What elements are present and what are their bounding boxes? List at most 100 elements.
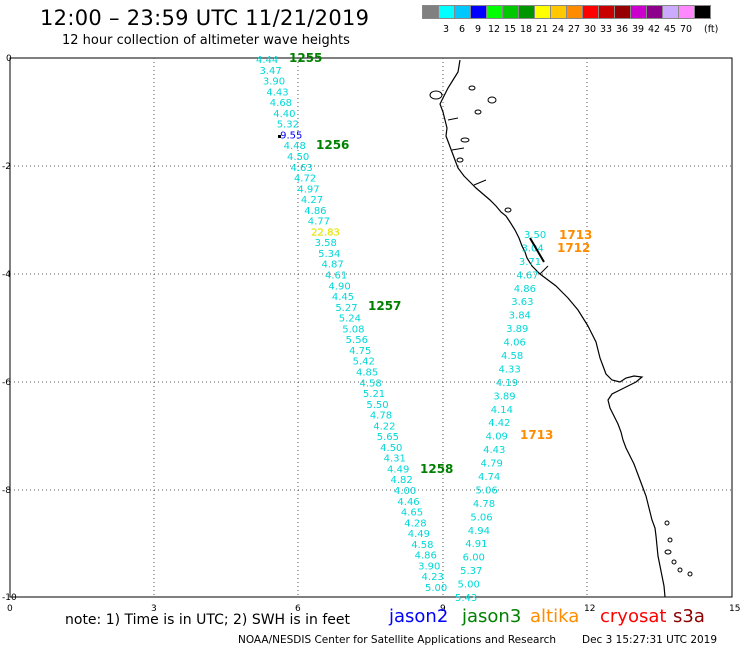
wave-height-label: 3.50 [524, 230, 546, 241]
colorbar-tick-label: 6 [458, 24, 466, 35]
wave-height-label: 5.27 [335, 303, 357, 314]
wave-height-label: 4.44 [256, 55, 278, 66]
wave-height-label: 4.74 [478, 472, 500, 483]
wave-height-label: 4.27 [301, 195, 323, 206]
pass-id-label: 1257 [368, 299, 401, 313]
track-marker [529, 237, 545, 263]
wave-height-label: 4.97 [297, 184, 319, 195]
island [664, 549, 672, 555]
wave-height-label: 3.89 [506, 324, 528, 335]
wave-height-label: 4.90 [328, 281, 350, 292]
wave-height-label: 3.47 [259, 66, 281, 77]
wave-height-label: 5.34 [318, 249, 340, 260]
x-axis-label: 15 [729, 604, 740, 614]
map-frame [9, 57, 733, 598]
wave-height-label: 5.65 [377, 432, 399, 443]
wave-height-label: 22.83 [311, 227, 340, 238]
wave-height-label: 4.28 [404, 518, 426, 529]
wave-height-label: 4.49 [387, 464, 409, 475]
island [504, 207, 512, 213]
wave-height-label: 4.94 [468, 526, 490, 537]
wave-height-label: 4.49 [408, 529, 430, 540]
wave-height-label: 4.58 [411, 540, 433, 551]
y-axis-label: -10 [2, 593, 17, 603]
wave-height-label: 3.58 [315, 238, 337, 249]
island [460, 137, 470, 143]
wave-height-label: 5.42 [353, 357, 375, 368]
wave-height-label: 4.40 [273, 109, 295, 120]
colorbar-tick-label: 24 [551, 24, 565, 35]
wave-height-label: 4.67 [516, 270, 538, 281]
coastline [439, 59, 666, 598]
y-axis-label: -4 [2, 270, 11, 280]
wave-height-label: 4.85 [356, 367, 378, 378]
x-axis-label: 0 [7, 604, 13, 614]
wave-height-label: 4.09 [486, 432, 508, 443]
wave-height-label: 3.71 [519, 257, 541, 268]
wave-height-label: 4.50 [287, 152, 309, 163]
satellite-legend-jason3: jason3 [462, 606, 522, 627]
x-axis-label: 9 [440, 604, 446, 614]
colorbar-tick-label: 45 [663, 24, 677, 35]
wave-height-label: 3.84 [509, 311, 531, 322]
wave-height-label: 9.55 [280, 130, 302, 141]
colorbar-tick-label: 12 [487, 24, 501, 35]
wave-height-label: 5.24 [339, 314, 361, 325]
wave-height-label: 4.33 [498, 364, 520, 375]
y-axis-label: 0 [6, 54, 12, 64]
wave-height-label: 4.61 [325, 271, 347, 282]
wave-height-label: 5.00 [458, 580, 480, 591]
wave-height-label: 4.91 [465, 539, 487, 550]
wave-height-label: 4.43 [266, 87, 288, 98]
island [474, 109, 482, 115]
wave-height-label: 4.75 [349, 346, 371, 357]
island [667, 537, 673, 543]
colorbar-unit: (ft) [704, 24, 719, 35]
wave-height-label: 5.50 [366, 400, 388, 411]
wave-height-label: 4.43 [483, 445, 505, 456]
pass-id-label: 1258 [420, 462, 453, 476]
wave-height-label: 3.89 [493, 391, 515, 402]
colorbar-tick-label: 21 [535, 24, 549, 35]
satellite-legend-jason2: jason2 [389, 606, 449, 627]
x-axis-label: 3 [151, 604, 157, 614]
island [687, 571, 693, 577]
satellite-legend-altika: altika [530, 606, 580, 627]
satellite-legend-cryosat: cryosat [600, 606, 667, 627]
wave-height-label: 5.00 [425, 583, 447, 594]
island [664, 520, 670, 526]
wave-height-label: 4.68 [270, 98, 292, 109]
wave-height-label: 4.22 [373, 421, 395, 432]
wave-height-label: 4.48 [284, 141, 306, 152]
pass-id-label: 1713 [520, 428, 553, 442]
wave-height-label: 4.87 [322, 260, 344, 271]
wave-height-label: 3.90 [263, 77, 285, 88]
island [487, 96, 497, 104]
wave-height-label: 4.79 [481, 459, 503, 470]
wave-height-label: 5.32 [277, 120, 299, 131]
pass-id-label: 1713 [559, 228, 592, 242]
coast-inlet [447, 117, 549, 275]
wave-height-label: 4.65 [401, 508, 423, 519]
wave-height-label: 4.50 [380, 443, 402, 454]
colorbar-swatch [694, 5, 711, 19]
wave-height-label: 4.31 [384, 454, 406, 465]
wave-height-label: 5.56 [346, 335, 368, 346]
track-marker [278, 135, 281, 138]
credit-date: Dec 3 15:27:31 UTC 2019 [582, 634, 718, 646]
wave-height-label: 4.46 [397, 497, 419, 508]
colorbar-tick-label: 36 [615, 24, 629, 35]
wave-height-label: 6.00 [463, 553, 485, 564]
colorbar-tick-label: 9 [474, 24, 482, 35]
wave-height-label: 4.58 [501, 351, 523, 362]
wave-height-label: 4.14 [491, 405, 513, 416]
wave-height-label: 4.19 [496, 378, 518, 389]
island [429, 90, 443, 100]
island [456, 157, 464, 163]
wave-height-label: 5.43 [455, 593, 477, 604]
wave-height-label: 5.21 [363, 389, 385, 400]
colorbar-tick-label: 70 [679, 24, 693, 35]
colorbar-tick-label: 39 [631, 24, 645, 35]
island [677, 567, 683, 573]
